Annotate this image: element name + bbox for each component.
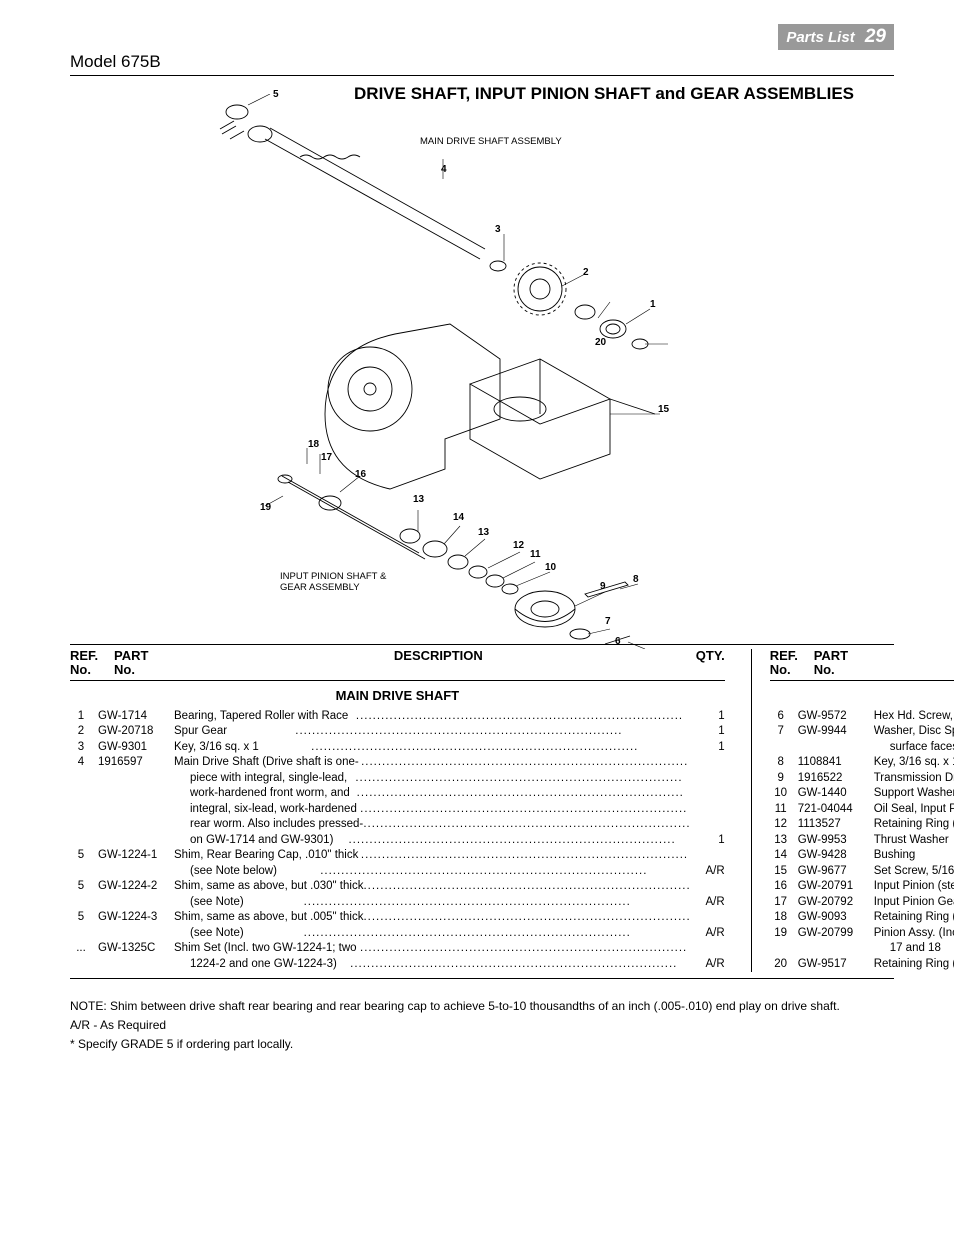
note-3: * Specify GRADE 5 if ordering part local… xyxy=(70,1035,894,1054)
table-row: (see Note)A/R xyxy=(70,926,725,942)
table-row: 11721-04044Oil Seal, Input Pinion Shaft1 xyxy=(770,802,954,818)
note-1: NOTE: Shim between drive shaft rear bear… xyxy=(70,997,894,1016)
ref-8: 8 xyxy=(633,574,639,585)
rows-right: 6GW-9572Hex Hd. Screw, 5/16-24 x 1-1/8*1… xyxy=(770,709,954,973)
th-part: PART No. xyxy=(114,649,192,678)
table-bottom-rule xyxy=(70,978,894,979)
header-tab: Parts List 29 xyxy=(778,24,894,50)
table-row: integral, six-lead, work-hardened xyxy=(70,802,725,818)
table-header-right: REF. No. PART No. DESCRIPTION QTY. xyxy=(770,649,954,681)
table-row: 3GW-9301Key, 3/16 sq. x 11 xyxy=(70,740,725,756)
ref-13b: 13 xyxy=(478,527,489,538)
rows-left: 1GW-1714Bearing, Tapered Roller with Rac… xyxy=(70,709,725,973)
table-row: 14GW-9428Bushing1 xyxy=(770,848,954,864)
ref-20: 20 xyxy=(595,337,606,348)
table-row: 81108841Key, 3/16 sq. x 1-1/21 xyxy=(770,755,954,771)
ref-7: 7 xyxy=(605,616,611,627)
table-row: 5GW-1224-3Shim, same as above, but .005"… xyxy=(70,910,725,926)
table-row: 1GW-1714Bearing, Tapered Roller with Rac… xyxy=(70,709,725,725)
table-row: 7GW-9944Washer, Disc Spring (concave xyxy=(770,724,954,740)
table-row: work-hardened front worm, and xyxy=(70,786,725,802)
th-desc: DESCRIPTION xyxy=(192,649,685,678)
ref-17: 17 xyxy=(321,452,332,463)
table-row: (see Note)A/R xyxy=(70,895,725,911)
ref-1: 1 xyxy=(650,299,656,310)
model-title: Model 675B xyxy=(70,52,894,72)
parts-tables: REF. No. PART No. DESCRIPTION QTY. MAIN … xyxy=(70,649,894,972)
ref-9: 9 xyxy=(600,581,606,592)
ref-4: 4 xyxy=(441,164,447,175)
table-row: 6GW-9572Hex Hd. Screw, 5/16-24 x 1-1/8*1 xyxy=(770,709,954,725)
table-row: 20GW-9517Retaining Ring (internal)1 xyxy=(770,957,954,973)
ref-10: 10 xyxy=(545,562,556,573)
table-row: surface faces pulley)1 xyxy=(770,740,954,756)
table-row: rear worm. Also includes pressed- xyxy=(70,817,725,833)
note-2: A/R - As Required xyxy=(70,1016,894,1035)
table-header-left: REF. No. PART No. DESCRIPTION QTY. xyxy=(70,649,725,681)
table-row: ...GW-1325CShim Set (Incl. two GW-1224-1… xyxy=(70,941,725,957)
ref-18: 18 xyxy=(308,439,319,450)
table-row: 16GW-20791Input Pinion (steel shaft)1 xyxy=(770,879,954,895)
ref-12: 12 xyxy=(513,540,524,551)
table-row: 5GW-1224-1Shim, Rear Bearing Cap, .010" … xyxy=(70,848,725,864)
ref-6: 6 xyxy=(615,636,621,647)
ref-11: 11 xyxy=(530,549,541,560)
th-desc: DESCRIPTION xyxy=(892,649,954,678)
header-section: Parts List xyxy=(786,29,854,46)
table-row: (see Note below)A/R xyxy=(70,864,725,880)
table-row: 13GW-9953Thrust Washer2 xyxy=(770,833,954,849)
table-row: 1224-2 and one GW-1224-3)A/R xyxy=(70,957,725,973)
th-part: PART No. xyxy=(814,649,892,678)
th-ref: REF. No. xyxy=(70,649,114,678)
table-row: on GW-1714 and GW-9301)1 xyxy=(70,833,725,849)
ref-2: 2 xyxy=(583,267,589,278)
header-page: 29 xyxy=(865,26,886,47)
figure-area: DRIVE SHAFT, INPUT PINION SHAFT and GEAR… xyxy=(70,84,894,644)
th-qty: QTY. xyxy=(685,649,725,678)
ref-15: 15 xyxy=(658,404,669,415)
table-row: 121113527Retaining Ring (external)1 xyxy=(770,817,954,833)
ref-16: 16 xyxy=(355,469,366,480)
table-row: 15GW-9677Set Screw, 5/16-18 x 3/8*1 xyxy=(770,864,954,880)
table-row: 2GW-20718Spur Gear1 xyxy=(70,724,725,740)
table-row: 10GW-1440Support Washer1 xyxy=(770,786,954,802)
table-row: 19GW-20799Pinion Assy. (Incl. one each R… xyxy=(770,926,954,942)
subhead-right: INPUT PINION SHAFT & GEAR ASSEMBLY xyxy=(770,688,954,703)
table-row: 17GW-20792Input Pinion Gear1 xyxy=(770,895,954,911)
ref-14: 14 xyxy=(453,512,464,523)
table-row: 5GW-1224-2Shim, same as above, but .030"… xyxy=(70,879,725,895)
ref-5: 5 xyxy=(273,89,279,100)
table-row: 41916597Main Drive Shaft (Drive shaft is… xyxy=(70,755,725,771)
left-column: REF. No. PART No. DESCRIPTION QTY. MAIN … xyxy=(70,649,725,972)
th-ref: REF. No. xyxy=(770,649,814,678)
table-row: 91916522Transmission Drive Pulley1 xyxy=(770,771,954,787)
table-row: piece with integral, single-lead, xyxy=(70,771,725,787)
table-row: 17 and 18A/R xyxy=(770,941,954,957)
footnotes: NOTE: Shim between drive shaft rear bear… xyxy=(70,997,894,1053)
right-column: REF. No. PART No. DESCRIPTION QTY. INPUT… xyxy=(751,649,954,972)
ref-19: 19 xyxy=(260,502,271,513)
ref-13a: 13 xyxy=(413,494,424,505)
subhead-left: MAIN DRIVE SHAFT xyxy=(70,688,725,703)
top-rule xyxy=(70,75,894,76)
table-row: 18GW-9093Retaining Ring (external) I1 xyxy=(770,910,954,926)
ref-3: 3 xyxy=(495,224,501,235)
exploded-diagram xyxy=(190,94,750,649)
